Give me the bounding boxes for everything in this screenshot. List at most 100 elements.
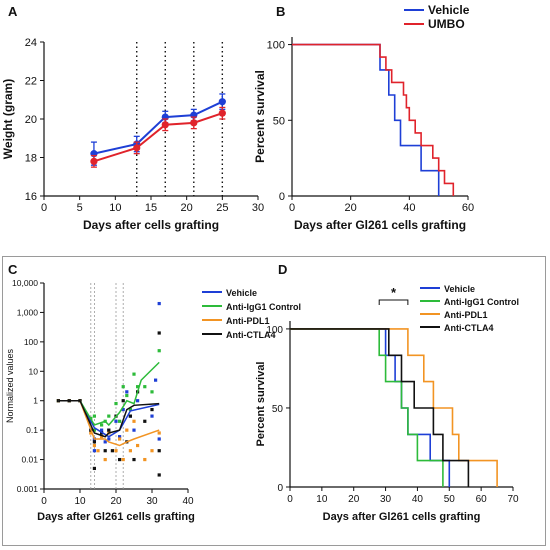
panel-c-data-point: [92, 414, 96, 418]
panel-c-y-tick-label: 0.001: [17, 484, 39, 494]
panel-d-x-tick-label: 40: [412, 494, 424, 505]
panel-b-survival-curve-1: [292, 43, 455, 196]
panel-label-c: C: [8, 262, 18, 277]
panel-c-data-point: [114, 419, 118, 423]
panel-d-y-axis-label: Percent survival: [255, 362, 267, 447]
panel-c-data-point: [92, 449, 96, 453]
panel-c-y-tick-label: 0.01: [21, 455, 38, 465]
panel-c-data-point: [125, 428, 129, 432]
panel-c-legend-label: Anti-PDL1: [226, 316, 270, 326]
panel-d-x-tick-label: 0: [287, 494, 293, 505]
panel-c-x-tick-label: 30: [146, 496, 158, 507]
panel-c-data-point: [100, 428, 104, 432]
panel-c-data-point: [136, 399, 140, 403]
panel-d-x-tick-label: 70: [507, 494, 519, 505]
panel-c-data-point: [143, 419, 147, 423]
panel-c-data-point: [110, 449, 114, 453]
panel-a-x-tick-label: 0: [41, 202, 47, 214]
panel-d-y-tick-label: 100: [266, 325, 283, 336]
panel-c-data-point: [121, 385, 125, 389]
panel-c-data-point: [143, 457, 147, 462]
panel-c-x-tick-label: 10: [74, 496, 86, 507]
panel-b-x-tick-label: 0: [289, 202, 295, 214]
panel-d-x-tick-label: 50: [444, 494, 456, 505]
panel-c-data-point: [118, 437, 122, 441]
panel-c-data-point: [121, 399, 125, 403]
panel-b-legend-label: Vehicle: [428, 3, 470, 17]
panel-d-legend-label: Vehicle: [444, 284, 475, 294]
panel-c-legend-label: Vehicle: [226, 288, 257, 298]
panel-c-data-point: [114, 401, 118, 406]
panel-c-data-point: [107, 414, 111, 418]
panel-c-y-tick-label: 0.1: [26, 425, 38, 435]
panel-a-data-point: [161, 121, 169, 129]
panel-a-data-point: [218, 98, 226, 106]
panel-a-x-tick-label: 20: [181, 202, 193, 214]
panel-c-y-axis-label: Normalized values: [5, 348, 15, 423]
panel-c-data-point: [157, 331, 161, 335]
panel-b-legend-label: UMBO: [428, 17, 465, 31]
panel-c-data-point: [118, 457, 122, 462]
panel-c-data-point: [143, 385, 147, 389]
panel-d-x-tick-label: 30: [380, 494, 392, 505]
panel-a-data-point: [90, 157, 98, 165]
panel-c-data-point: [92, 466, 96, 471]
panel-b-y-axis-label: Percent survival: [253, 70, 267, 163]
panel-c-x-axis-label: Days after Gl261 cells grafting: [37, 511, 195, 523]
panel-c-data-point: [154, 378, 158, 382]
panel-a-x-tick-label: 10: [109, 202, 121, 214]
panel-a-y-tick-label: 20: [25, 114, 37, 126]
panel-c-data-point: [89, 431, 93, 435]
panel-c-data-point: [118, 419, 122, 423]
panel-c-data-point: [157, 473, 161, 477]
panel-c-d-frame: [2, 256, 546, 546]
panel-c-data-point: [128, 414, 132, 418]
panel-a-y-tick-label: 16: [25, 191, 37, 203]
panel-c-y-tick-label: 1,000: [17, 307, 39, 317]
panel-c-data-point: [132, 457, 136, 462]
panel-c-data-point: [157, 301, 161, 306]
panel-a-data-point: [218, 109, 226, 117]
panel-c-data-point: [103, 449, 107, 453]
panel-a-x-tick-label: 15: [145, 202, 157, 214]
panel-c-data-point: [92, 428, 96, 432]
panel-a-data-point: [133, 144, 141, 152]
panel-b-x-tick-label: 60: [462, 202, 474, 214]
panel-a-data-point: [190, 119, 198, 127]
panel-b-y-tick-label: 50: [273, 115, 285, 127]
panel-d-legend-label: Anti-CTLA4: [444, 323, 494, 333]
panel-c-x-tick-label: 20: [110, 496, 122, 507]
panel-d-y-tick-label: 50: [272, 404, 284, 415]
panel-c-data-point: [100, 435, 104, 439]
panel-c-data-point: [125, 390, 129, 394]
panel-c-y-tick-label: 1: [33, 396, 38, 406]
panel-c-data-point: [92, 443, 96, 448]
panel-d-survival-curve-1: [290, 328, 444, 487]
panel-label-a: A: [8, 4, 18, 19]
panel-c-x-tick-label: 0: [41, 496, 47, 507]
panel-c-data-point: [103, 440, 107, 444]
panel-a-x-tick-label: 25: [216, 202, 228, 214]
panel-c-data-point: [157, 431, 161, 435]
panel-b-y-tick-label: 0: [279, 191, 285, 203]
panel-c-data-point: [150, 390, 154, 394]
panel-c-y-tick-label: 10,000: [12, 278, 38, 288]
panel-c-data-point: [121, 407, 125, 412]
panel-b-survival-curve-0: [292, 43, 440, 196]
panel-c-data-point: [132, 419, 136, 423]
panel-a-series-line-1: [93, 112, 223, 163]
panel-c-data-point: [100, 423, 104, 427]
panel-c-data-point: [125, 393, 129, 398]
panel-c-data-point: [150, 407, 154, 412]
panel-a-y-tick-label: 24: [25, 37, 37, 49]
panel-d-y-tick-label: 0: [277, 483, 283, 494]
panel-d-survival-curve-3: [290, 328, 470, 487]
panel-c-data-point: [128, 407, 132, 412]
panel-c-data-point: [92, 440, 96, 444]
panel-c-data-point: [150, 414, 154, 418]
panel-d-x-tick-label: 10: [316, 494, 328, 505]
panel-d-x-tick-label: 60: [476, 494, 488, 505]
panel-c-data-point: [157, 449, 161, 453]
panel-c-data-point: [118, 435, 122, 439]
panel-b-x-tick-label: 40: [403, 202, 415, 214]
